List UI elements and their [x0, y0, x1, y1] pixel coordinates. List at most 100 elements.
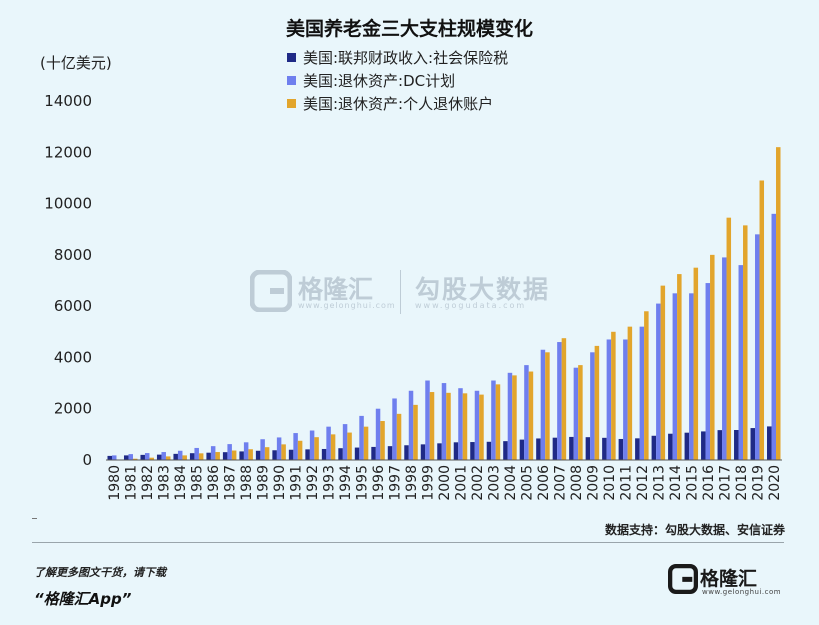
- bar-social-security-tax-2001: [453, 442, 459, 460]
- bar-social-security-tax-1997: [387, 446, 393, 460]
- y-tick-label: 8000: [54, 246, 92, 264]
- x-tick-label: 1980: [107, 465, 123, 501]
- legend-item-dc-plan: 美国:退休资产:DC计划: [287, 69, 508, 92]
- legend-swatch: [287, 76, 296, 85]
- bar-ira-1996: [380, 421, 385, 460]
- bar-social-security-tax-2010: [602, 437, 607, 460]
- bar-ira-1991: [297, 440, 303, 460]
- bar-ira-1990: [281, 444, 286, 460]
- bar-dc-plan-1984: [177, 450, 183, 460]
- bar-social-security-tax-2020: [767, 426, 772, 460]
- bar-ira-2009: [594, 345, 600, 460]
- y-tick-label: 14000: [44, 92, 92, 110]
- bar-social-security-tax-1994: [338, 448, 343, 460]
- footer-promo-line: 了解更多图文干货，请下载: [34, 566, 166, 579]
- tick-mark: [32, 518, 37, 519]
- bar-dc-plan-1996: [375, 408, 381, 460]
- bar-dc-plan-2018: [738, 265, 744, 460]
- x-tick-label: 1999: [421, 465, 437, 501]
- x-tick-label: 2000: [437, 465, 453, 501]
- bar-dc-plan-1991: [293, 433, 298, 460]
- bar-dc-plan-1987: [227, 444, 232, 460]
- bar-social-security-tax-1990: [272, 450, 277, 460]
- bar-ira-2020: [776, 147, 781, 460]
- watermark: 格隆汇 www.gelonghui.com 勾股大数据 www.gogudata…: [250, 268, 580, 318]
- bar-social-security-tax-1998: [404, 445, 409, 460]
- watermark-gelonghui-domain: www.gelonghui.com: [298, 301, 396, 310]
- bar-social-security-tax-2002: [470, 442, 475, 460]
- y-tick-label: 6000: [54, 297, 92, 315]
- x-tick-label: 2008: [569, 465, 585, 501]
- x-tick-label: 2007: [552, 465, 568, 501]
- bar-social-security-tax-2016: [701, 431, 706, 460]
- bar-dc-plan-2003: [491, 380, 496, 460]
- bar-social-security-tax-1999: [420, 444, 426, 460]
- bar-social-security-tax-2014: [668, 433, 673, 460]
- x-tick-label: 1998: [404, 465, 420, 501]
- bar-social-security-tax-1980: [107, 455, 112, 460]
- bar-dc-plan-2001: [458, 388, 463, 460]
- bar-ira-2017: [726, 217, 732, 460]
- bar-social-security-tax-1982: [140, 454, 145, 460]
- bar-dc-plan-2017: [722, 257, 727, 460]
- bar-dc-plan-2007: [557, 342, 562, 460]
- x-tick-label: 2019: [750, 465, 766, 501]
- bar-social-security-tax-1981: [123, 455, 129, 460]
- bar-social-security-tax-2012: [635, 438, 640, 460]
- bar-dc-plan-1986: [210, 446, 216, 460]
- bar-social-security-tax-2011: [618, 438, 624, 460]
- bar-ira-1984: [182, 455, 187, 460]
- bar-social-security-tax-2019: [750, 428, 756, 460]
- bar-ira-2012: [644, 311, 649, 460]
- bar-dc-plan-2015: [689, 293, 694, 460]
- bar-ira-2000: [446, 392, 451, 460]
- bar-dc-plan-1985: [194, 447, 199, 460]
- bar-social-security-tax-1988: [239, 451, 244, 460]
- bar-ira-1989: [264, 447, 270, 460]
- bar-ira-2004: [512, 375, 517, 460]
- x-tick-label: 1992: [305, 465, 321, 501]
- legend-label: 美国:退休资产:个人退休账户: [303, 95, 494, 113]
- watermark-gogudata-domain: www.gogudata.com: [415, 301, 527, 310]
- x-tick-label: 2011: [618, 465, 634, 501]
- x-tick-label: 1994: [338, 465, 354, 501]
- bar-ira-2010: [611, 331, 616, 460]
- gelonghui-logo-icon: [668, 564, 698, 594]
- bar-dc-plan-1993: [326, 426, 331, 460]
- bar-social-security-tax-2004: [503, 441, 508, 460]
- footer-app-name: “格隆汇App”: [34, 590, 132, 608]
- bar-dc-plan-2000: [441, 383, 447, 460]
- x-tick-label: 1981: [124, 465, 140, 501]
- bar-dc-plan-1997: [392, 398, 397, 460]
- bar-ira-2008: [578, 365, 583, 460]
- footer-logo-domain: www.gelonghui.com: [702, 588, 782, 596]
- bar-ira-2006: [545, 352, 550, 460]
- y-tick-label: 0: [82, 451, 92, 469]
- bar-ira-2005: [528, 371, 534, 460]
- bar-ira-2003: [495, 384, 501, 460]
- bar-social-security-tax-1989: [255, 450, 261, 460]
- x-tick-label: 1996: [371, 465, 387, 501]
- bar-dc-plan-2011: [623, 339, 628, 460]
- bar-social-security-tax-1986: [206, 452, 211, 460]
- bar-social-security-tax-1987: [222, 452, 228, 460]
- x-tick-label: 2016: [701, 465, 717, 501]
- bar-social-security-tax-2009: [585, 437, 591, 460]
- bar-dc-plan-1988: [243, 442, 249, 460]
- x-tick-label: 2018: [734, 465, 750, 501]
- x-tick-label: 1995: [355, 465, 371, 501]
- bar-ira-1993: [330, 434, 336, 460]
- bar-social-security-tax-2007: [552, 437, 558, 460]
- bar-ira-1981: [132, 458, 138, 460]
- y-tick-label: 4000: [54, 348, 92, 366]
- bar-ira-1987: [231, 450, 237, 460]
- x-tick-label: 2004: [503, 465, 519, 501]
- legend-item-ira: 美国:退休资产:个人退休账户: [287, 92, 508, 115]
- bar-dc-plan-2009: [590, 352, 595, 460]
- bar-ira-2001: [462, 393, 468, 460]
- bar-social-security-tax-2008: [569, 436, 574, 460]
- x-tick-label: 1985: [190, 465, 206, 501]
- x-tick-label: 2020: [767, 465, 783, 501]
